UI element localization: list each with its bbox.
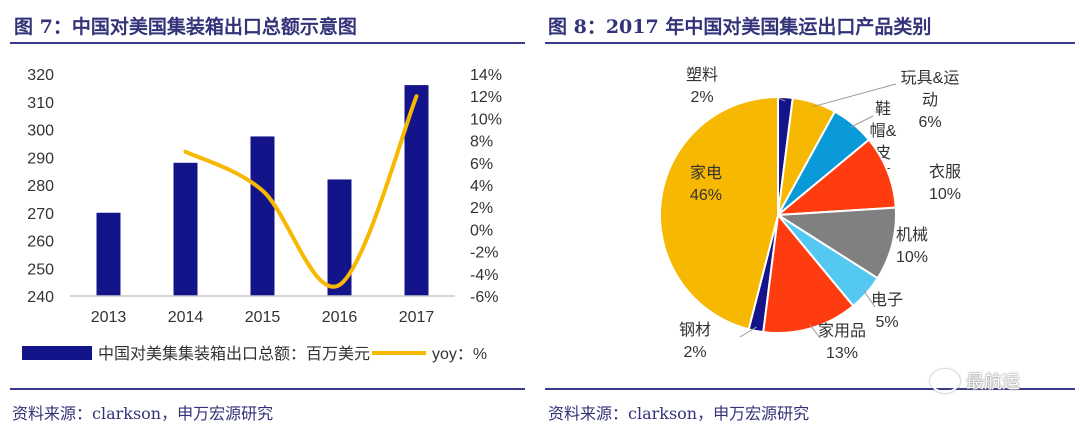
y-axis-tick-label: 280 xyxy=(27,178,54,195)
x-axis-tick-label: 2015 xyxy=(245,309,281,326)
y2-axis-tick-label: -2% xyxy=(470,245,498,262)
y2-axis-tick-label: 4% xyxy=(470,178,493,195)
pie-label-衣服: 衣服 10% xyxy=(929,163,961,203)
bar-line-chart: 240 250 260 270 280 290 300 310 320 -6% -4% -2% 0% 2%… xyxy=(22,67,502,363)
pie-leader-line xyxy=(739,326,757,338)
pie-leader-line xyxy=(809,324,821,339)
x-axis-tick-label: 2017 xyxy=(399,309,435,326)
watermark-text: 最航运 xyxy=(966,372,1020,393)
pie-slice-机械 xyxy=(774,206,897,280)
pie-label-line: 机械 xyxy=(896,226,928,244)
bar-2013 xyxy=(96,212,121,296)
pie-label-玩具&运动: 玩具&运动 6% xyxy=(901,69,960,131)
figure-8-source: 资料来源：clarkson，申万宏源研究 xyxy=(548,404,810,423)
pie-label-line: 塑料 xyxy=(686,66,718,84)
pie-label-line: 家用品 xyxy=(818,322,866,340)
pie-label-line: 钢材 xyxy=(679,321,711,339)
y2-axis-tick-label: 2% xyxy=(470,200,493,217)
y-axis-tick-label: 250 xyxy=(27,261,54,278)
pie-label-line: 13% xyxy=(826,345,858,362)
figure-7-panel: 图 7：中国对美国集装箱出口总额示意图 240 250 260 270 280 290 30… xyxy=(0,0,530,427)
pie-label-line: 帽& xyxy=(870,122,897,140)
pie-slice-衣服 xyxy=(774,138,897,217)
pie-label-line: 5% xyxy=(875,314,898,331)
pie-label-钢材: 钢材 2% xyxy=(679,321,711,361)
legend-bar-swatch xyxy=(22,346,92,360)
pie-slice-家电 xyxy=(659,95,779,331)
y2-axis-tick-label: -6% xyxy=(470,289,498,306)
legend-line-label: yoy：% xyxy=(432,346,487,363)
pie-label-line: 电子 xyxy=(871,291,903,309)
bar-2015 xyxy=(250,136,275,296)
yoy-line xyxy=(183,94,419,289)
pie-label-line: 衣服 xyxy=(929,163,961,181)
pie-label-line: 2% xyxy=(690,89,713,106)
figure-8-bottom-rule xyxy=(545,388,1075,390)
pie-label-塑料: 塑料 2% xyxy=(686,66,718,106)
y2-axis-tick-label: 0% xyxy=(470,222,493,239)
pie-label-line: 鞋 xyxy=(875,100,891,118)
pie-label-line: 46% xyxy=(690,187,722,204)
pie-chart: 塑料2%玩具&运动6%鞋帽&皮革6%衣服10%机械10%电子5%家用品13%钢材… xyxy=(659,66,961,362)
pie-label-家电: 家电 46% xyxy=(690,164,722,204)
pie-label-line: 玩具&运 xyxy=(901,69,960,87)
y2-axis-tick-label: 12% xyxy=(470,89,502,106)
pie-label-line: 10% xyxy=(929,186,961,203)
pie-label-line: 家电 xyxy=(690,164,722,182)
y2-axis-tick-label: 14% xyxy=(470,67,502,84)
pie-leader-line xyxy=(813,83,897,108)
pie-label-line: 10% xyxy=(896,249,928,266)
x-axis-tick-label: 2014 xyxy=(168,309,204,326)
pie-label-家用品: 家用品 13% xyxy=(818,322,866,362)
pie-leader-line xyxy=(863,290,876,308)
legend-bar-label: 中国对美集集装箱出口总额：百万美元 xyxy=(98,345,370,363)
y-axis-tick-label: 270 xyxy=(27,206,54,223)
wechat-icon xyxy=(930,369,960,393)
y2-axis-tick-label: 10% xyxy=(470,111,502,128)
pie-slice-家用品 xyxy=(762,212,855,334)
pie-label-电子: 电子 5% xyxy=(871,291,903,331)
figure-7-title: 图 7：中国对美国集装箱出口总额示意图 xyxy=(14,16,357,38)
y-axis-tick-label: 290 xyxy=(27,150,54,167)
pie-leader-line xyxy=(850,115,874,128)
figure-8-panel: 图 8：2017 年中国对美国集运出口产品类别 塑料2%玩具&运动6%鞋帽&皮革… xyxy=(540,0,1080,427)
x-axis-tick-label: 2013 xyxy=(91,309,127,326)
pie-label-机械: 机械 10% xyxy=(896,226,928,266)
figure-8-top-rule xyxy=(545,42,1075,44)
y2-axis-tick-label: -4% xyxy=(470,267,498,284)
y2-axis-tick-label: 8% xyxy=(470,134,493,151)
y-axis-tick-label: 300 xyxy=(27,123,54,140)
watermark: 最航运 xyxy=(930,368,1020,394)
bar-2014 xyxy=(173,162,198,296)
y-axis-tick-label: 320 xyxy=(27,67,54,84)
figure-7-top-rule xyxy=(10,42,525,44)
y-axis-tick-label: 240 xyxy=(27,289,54,306)
figure-8-title: 图 8：2017 年中国对美国集运出口产品类别 xyxy=(548,16,932,38)
pie-label-line: 2% xyxy=(683,344,706,361)
pie-label-line: 6% xyxy=(918,114,941,131)
x-axis-tick-label: 2016 xyxy=(322,309,358,326)
y2-axis-tick-label: 6% xyxy=(470,156,493,173)
figure-7-bottom-rule xyxy=(10,388,525,390)
pie-label-line: 动 xyxy=(922,91,938,109)
y-axis-tick-label: 260 xyxy=(27,234,54,251)
y-axis-tick-label: 310 xyxy=(27,95,54,112)
figure-7-source: 资料来源：clarkson，申万宏源研究 xyxy=(12,404,274,423)
